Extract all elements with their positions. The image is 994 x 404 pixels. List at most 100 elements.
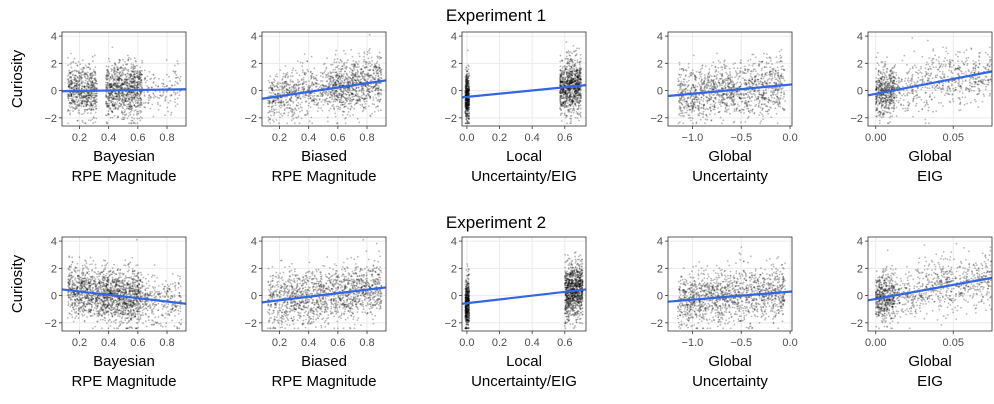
data-point (139, 83, 142, 86)
data-point (87, 97, 90, 99)
data-point (580, 94, 582, 97)
data-point (579, 53, 582, 56)
data-point (335, 98, 337, 101)
data-point (132, 68, 135, 70)
data-point (577, 72, 580, 74)
data-point (87, 83, 90, 85)
data-point (465, 102, 468, 105)
data-point (70, 95, 73, 98)
data-point (347, 88, 350, 90)
data-point (141, 90, 143, 93)
data-point (345, 65, 348, 68)
data-point (465, 94, 468, 96)
data-point (67, 122, 70, 125)
data-point (353, 65, 356, 67)
data-point (146, 75, 149, 78)
data-point (700, 99, 702, 101)
data-point (468, 86, 470, 89)
data-point (124, 66, 126, 69)
x-tick-label: 0.2 (492, 132, 507, 144)
data-point (578, 89, 580, 92)
data-point (130, 85, 133, 88)
data-point (467, 84, 470, 87)
data-point (466, 99, 469, 102)
data-point (345, 81, 348, 84)
data-point (95, 117, 98, 120)
data-point (464, 104, 467, 107)
data-point (369, 95, 372, 98)
x-axis-label: RPE Magnitude (71, 168, 176, 185)
data-point (334, 89, 336, 92)
data-point (360, 67, 363, 70)
data-point (74, 95, 77, 98)
data-point (106, 122, 109, 125)
data-point (374, 93, 376, 96)
data-point (92, 100, 94, 103)
data-point (366, 88, 369, 90)
data-point (326, 100, 329, 103)
data-point (285, 88, 288, 91)
data-point (105, 86, 107, 88)
data-point (570, 111, 573, 114)
data-point (130, 70, 133, 72)
data-point (130, 122, 132, 125)
data-point (70, 93, 73, 95)
data-point (468, 112, 471, 115)
data-point (130, 105, 133, 108)
data-point (72, 107, 74, 109)
data-point (570, 114, 573, 117)
data-point (570, 122, 573, 125)
data-point (369, 114, 371, 117)
data-point (67, 75, 69, 77)
data-point (111, 116, 114, 119)
data-point (139, 91, 142, 94)
data-point (129, 82, 132, 84)
data-point (137, 99, 140, 102)
data-point (340, 82, 342, 85)
data-point (74, 93, 77, 96)
data-point (377, 98, 380, 101)
data-point (87, 91, 90, 94)
data-point (374, 78, 376, 81)
data-point (465, 76, 468, 79)
data-point (140, 102, 142, 104)
data-point (130, 78, 133, 80)
data-point (575, 49, 577, 52)
data-point (340, 88, 343, 90)
x-axis-label: RPE Magnitude (271, 168, 376, 185)
data-point (169, 80, 171, 82)
data-point (567, 77, 570, 79)
data-point (118, 82, 121, 84)
data-point (303, 88, 305, 91)
data-point (311, 72, 314, 75)
data-point (366, 80, 369, 83)
data-point (113, 68, 116, 71)
data-point (80, 113, 83, 116)
data-point (106, 86, 108, 89)
data-point (298, 95, 301, 98)
data-point (126, 82, 128, 84)
data-point (304, 93, 307, 96)
data-point (363, 98, 366, 100)
data-point (114, 83, 116, 86)
data-point (124, 78, 126, 80)
data-point (332, 69, 335, 71)
data-point (271, 105, 273, 108)
data-point (104, 114, 107, 117)
data-point (377, 74, 380, 77)
data-point (91, 94, 93, 97)
data-point (356, 77, 359, 79)
data-point (465, 89, 468, 92)
data-point (371, 64, 373, 66)
data-point (332, 91, 335, 94)
data-point (76, 103, 79, 106)
data-point (112, 96, 115, 99)
data-point (297, 115, 300, 117)
data-point (290, 90, 292, 92)
data-point (272, 92, 275, 94)
data-point (271, 110, 274, 113)
data-point (111, 104, 114, 107)
data-point (71, 70, 74, 73)
y-axis-label: Curiosity (9, 49, 26, 108)
data-point (118, 58, 121, 61)
